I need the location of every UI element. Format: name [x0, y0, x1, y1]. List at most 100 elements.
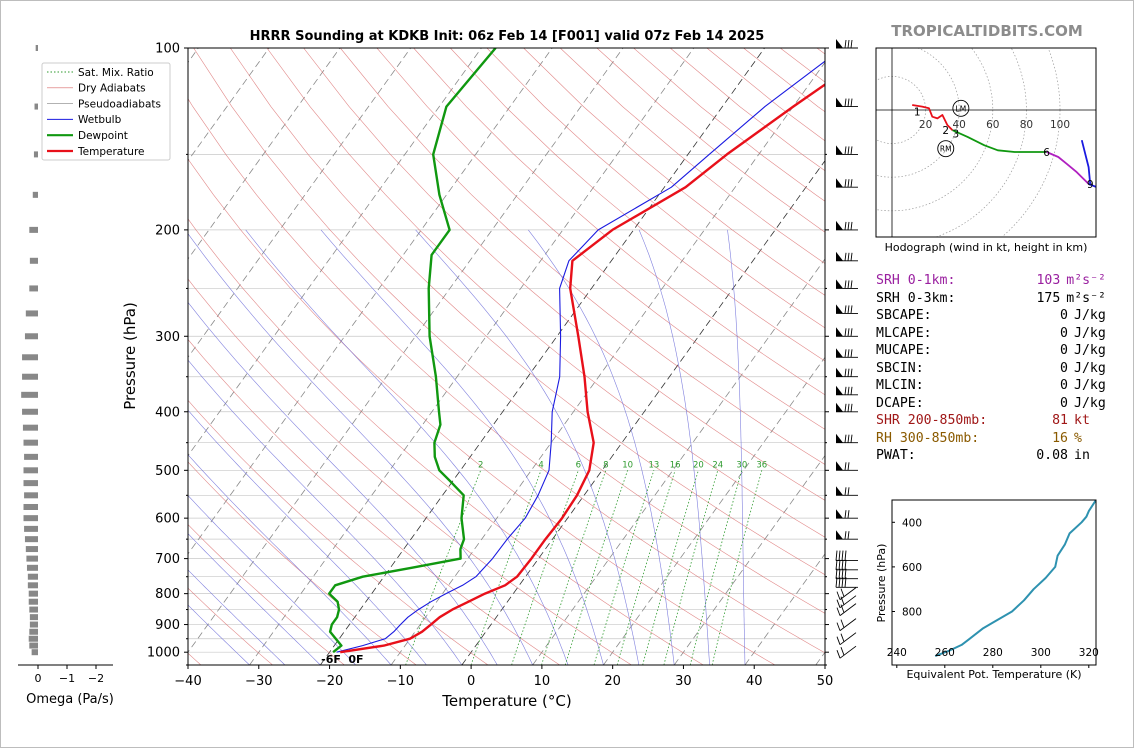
dewpoint-line — [328, 48, 497, 654]
dry-adiabat — [266, 48, 825, 538]
barb-feather — [844, 328, 847, 337]
x-axis-label: Temperature (°C) — [441, 692, 571, 710]
barb-feather — [850, 305, 853, 314]
param-label: RH 300-850mb: — [876, 430, 980, 446]
parameters-table: SRH 0-1km: 103 m²s⁻² SRH 0-3km: 175 m²s⁻… — [876, 272, 1106, 465]
param-unit: J/kg — [1074, 325, 1106, 341]
wind-barb — [835, 559, 858, 571]
omega-bar — [22, 408, 38, 415]
dry-adiabat — [188, 158, 776, 665]
x-tick-label: −10 — [387, 674, 414, 689]
param-value: 175 — [1036, 290, 1061, 306]
mixing-ratio-label: 2 — [478, 460, 483, 470]
dry-adiabat — [188, 399, 489, 665]
dry-adiabat — [450, 48, 825, 362]
wind-barb — [836, 587, 857, 600]
barb-feather — [836, 599, 841, 608]
y-tick-label: 300 — [155, 330, 180, 345]
wind-barb — [836, 97, 858, 108]
omega-bar — [25, 310, 38, 317]
pseudoadiabat — [245, 229, 569, 665]
wind-barb — [836, 178, 858, 188]
mixing-ratio-line — [511, 470, 579, 665]
hodograph-segment — [1046, 151, 1090, 185]
barb-feather — [844, 221, 847, 230]
pseudoadiabat — [188, 495, 356, 665]
barb-feather — [850, 328, 853, 337]
param-value: 0 — [1060, 360, 1068, 376]
omega-bar — [29, 226, 38, 233]
theta-e-x-tick-label: 240 — [887, 647, 907, 659]
param-value: 81 — [1052, 413, 1068, 428]
barb-pennant — [836, 461, 843, 471]
mixing-ratio-line — [689, 470, 743, 665]
param-unit: m²s⁻² — [1066, 273, 1106, 288]
hodograph-segment — [912, 104, 954, 131]
pseudoadiabat — [528, 229, 675, 665]
mixing-ratio-line — [593, 470, 655, 665]
legend-entry-label: Wetbulb — [78, 114, 122, 126]
theta-e-frame — [891, 499, 1097, 666]
barb-pennant — [836, 251, 843, 261]
storm-motion-label: RM — [940, 145, 952, 154]
dry-adiabat — [188, 218, 704, 665]
omega-bar — [29, 628, 38, 635]
theta-e-y-label: Pressure (hPa) — [875, 544, 888, 623]
y-axis-label: Pressure (hPa) — [121, 302, 139, 410]
param-value: 0 — [1060, 325, 1068, 341]
omega-bar — [33, 151, 38, 158]
omega-bar — [34, 103, 38, 110]
legend-entry-label: Dewpoint — [78, 130, 128, 142]
barb-feather — [847, 179, 850, 188]
mixing-ratio-line — [663, 470, 719, 665]
hodograph-trace: 1 2 3 6 9 LM RM — [912, 99, 1096, 191]
param-value: 0 — [1060, 395, 1068, 411]
omega-bar — [23, 467, 38, 474]
param-unit: m²s⁻² — [1066, 290, 1106, 306]
omega-bar — [29, 642, 38, 649]
omega-bar — [26, 555, 38, 562]
pseudoadiabat — [188, 604, 250, 665]
legend-entry-label: Dry Adiabats — [78, 83, 146, 95]
wind-barb — [836, 632, 857, 646]
hodograph-height-label: 6 — [1043, 147, 1050, 159]
wind-barb — [836, 645, 857, 659]
isotherm-line — [390, 61, 825, 665]
barb-feather — [836, 607, 841, 616]
barb-feather — [847, 462, 850, 471]
param-value: 0 — [1060, 308, 1068, 323]
theta-e-y-tick-label: 600 — [902, 562, 922, 574]
barb-staff — [839, 645, 857, 659]
omega-panel: 0 −1 −2 — [18, 45, 113, 685]
storm-motion-marker — [937, 140, 955, 158]
barb-feather — [847, 531, 850, 540]
barb-feather — [838, 568, 841, 579]
y-tick-label: 900 — [155, 618, 180, 633]
theta-e-trace — [934, 500, 1096, 658]
barb-pennant — [836, 348, 843, 358]
omega-bar — [23, 503, 38, 510]
barb-pennant — [836, 220, 843, 230]
mixing-ratio-label: 13 — [648, 460, 659, 470]
x-tick-label: −30 — [245, 674, 272, 689]
pseudoadiabat — [638, 229, 710, 665]
mixing-ratio-label: 24 — [712, 460, 723, 470]
barb-feather — [847, 328, 850, 337]
param-label: MLCIN: — [876, 378, 924, 393]
theta-e-x-tick-label: 260 — [935, 647, 955, 659]
barb-feather — [850, 368, 853, 377]
y-tick-label: 700 — [155, 552, 180, 567]
omega-bar — [22, 354, 38, 361]
param-unit: in — [1074, 448, 1090, 463]
hodograph-height-label: 3 — [952, 129, 959, 141]
skewt-plot-frame — [187, 47, 826, 666]
omega-bar — [23, 515, 38, 522]
surface-temperature-label: 0F — [348, 653, 363, 666]
barb-staff — [839, 618, 857, 631]
barb-pennant — [836, 304, 843, 314]
wind-barb — [836, 279, 858, 289]
mixing-ratio-label: 8 — [603, 460, 608, 470]
legend-entry-label: Pseudoadiabats — [78, 98, 161, 110]
barb-feather — [836, 650, 841, 659]
param-unit: J/kg — [1074, 343, 1106, 358]
